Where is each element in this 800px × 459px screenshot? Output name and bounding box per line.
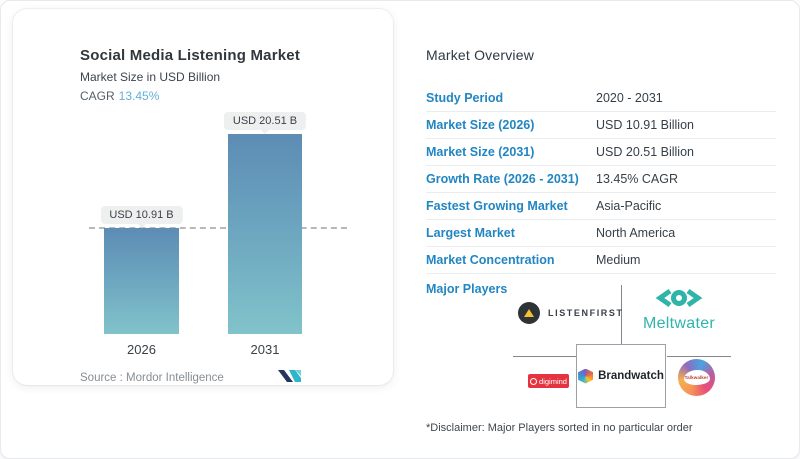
source-value: Mordor Intelligence [126,372,224,384]
talkwalker-bubble-icon: Talkwalker [683,370,710,385]
category-label-2031: 2031 [250,342,280,357]
row-value: North America [596,226,676,240]
major-players-label: Major Players [426,282,508,296]
reference-dashed-line [89,226,347,229]
brandwatch-logo: Brandwatch [576,344,666,408]
brandwatch-wordmark: Brandwatch [598,370,664,382]
connector-right-line [667,356,731,357]
row-label: Growth Rate (2026 - 2031) [426,172,579,186]
overview-title: Market Overview [426,47,535,63]
table-row: Study Period 2020 - 2031 [426,85,776,112]
connector-left-line [513,356,576,357]
row-value: 2020 - 2031 [596,91,663,105]
chart-title: Social Media Listening Market [80,47,301,64]
meltwater-wordmark: Meltwater [642,315,716,332]
digimind-icon [530,377,538,385]
cagr-value: 13.45% [118,89,160,103]
listenfirst-wordmark: LISTENFIRST [548,308,624,318]
value-label-2031: USD 20.51 B [223,112,307,130]
row-value: Medium [596,253,641,267]
row-label: Fastest Growing Market [426,199,568,213]
talkwalker-logo: Talkwalker [678,359,715,396]
chart-header: Social Media Listening Market Market Siz… [80,47,300,103]
category-label-2026: 2026 [127,342,156,357]
meltwater-logo: Meltwater [629,288,729,333]
table-row: Growth Rate (2026 - 2031) 13.45% CAGR [426,166,776,193]
mordor-intelligence-logo-icon [278,370,301,382]
chart-cagr: CAGR 13.45% [80,89,300,103]
listenfirst-shutter-icon [518,302,540,324]
table-row: Market Size (2031) USD 20.51 Billion [426,139,776,166]
overview-table: Study Period 2020 - 2031 Market Size (20… [426,85,776,274]
value-label-2026: USD 10.91 B [100,206,183,224]
row-label: Study Period [426,91,504,105]
brandwatch-hexagon-icon [578,368,594,384]
row-value: USD 10.91 Billion [596,118,694,132]
table-row: Fastest Growing Market Asia-Pacific [426,193,776,220]
row-label: Market Concentration [426,253,555,267]
row-label: Market Size (2031) [426,145,535,159]
row-value: 13.45% CAGR [596,172,678,186]
disclaimer-text: *Disclaimer: Major Players sorted in no … [426,422,693,434]
source-note: Source : Mordor Intelligence [80,372,224,384]
row-value: USD 20.51 Billion [596,145,694,159]
table-row: Market Size (2026) USD 10.91 Billion [426,112,776,139]
bar-chart: Social Media Listening Market Market Siz… [13,9,393,385]
digimind-logo: digimind [528,374,569,388]
talkwalker-wordmark: Talkwalker [684,375,709,380]
bar-2026 [104,228,179,334]
source-label: Source : [80,372,123,384]
table-row: Market Concentration Medium [426,247,776,274]
row-label: Market Size (2026) [426,118,535,132]
bar-2031 [228,134,302,334]
row-label: Largest Market [426,226,515,240]
digimind-wordmark: digimind [539,376,567,386]
connector-vertical-line [621,285,622,344]
table-row: Largest Market North America [426,220,776,247]
chart-subtitle: Market Size in USD Billion [80,70,221,84]
cagr-label: CAGR [80,89,115,103]
meltwater-eye-icon [655,288,703,308]
listenfirst-logo: LISTENFIRST [518,302,624,324]
row-value: Asia-Pacific [596,199,662,213]
